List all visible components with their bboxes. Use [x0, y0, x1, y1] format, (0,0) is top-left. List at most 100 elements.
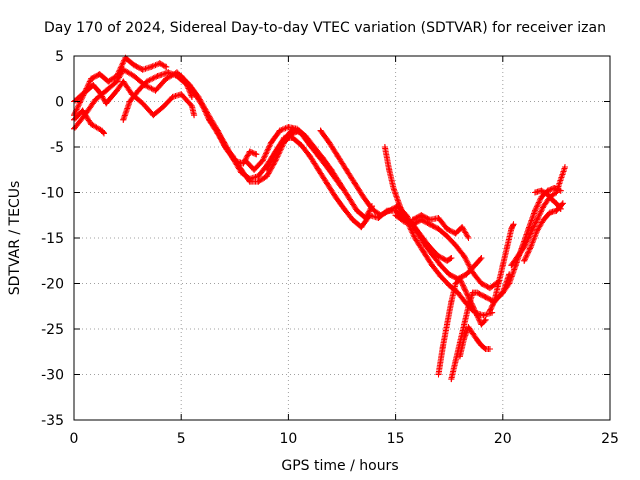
data-point — [461, 321, 468, 328]
data-point — [486, 307, 493, 314]
data-point — [315, 166, 322, 173]
data-point — [377, 212, 384, 219]
data-point — [557, 205, 564, 212]
x-tick-label: 0 — [70, 431, 79, 447]
data-point — [360, 194, 367, 201]
data-point — [96, 71, 103, 78]
y-tick-label: -15 — [41, 231, 64, 247]
data-point — [474, 312, 481, 319]
data-point — [317, 127, 324, 134]
data-point — [120, 66, 127, 73]
data-point — [534, 227, 541, 234]
data-point — [452, 242, 459, 249]
data-point — [439, 344, 446, 351]
data-point — [480, 312, 487, 319]
data-point — [191, 112, 198, 119]
data-point — [411, 225, 418, 232]
grid-lines — [74, 56, 610, 420]
series-arc-12 — [392, 212, 502, 292]
data-point — [113, 78, 120, 85]
data-point — [293, 125, 300, 132]
data-point — [486, 285, 493, 292]
x-tick-label: 25 — [601, 431, 619, 447]
data-point — [508, 262, 515, 269]
data-point — [351, 180, 358, 187]
data-point — [386, 166, 393, 173]
data-point — [96, 89, 103, 96]
data-point — [131, 62, 138, 69]
y-tick-label: -25 — [41, 322, 64, 338]
data-point — [268, 139, 275, 146]
y-axis-label: SDTVAR / TECUs — [7, 181, 23, 296]
data-point — [206, 116, 213, 123]
data-point — [120, 116, 127, 123]
data-point — [559, 200, 566, 207]
data-point — [178, 91, 185, 98]
data-point — [499, 289, 506, 296]
y-tick-label: 5 — [55, 49, 64, 65]
data-point — [392, 212, 399, 219]
data-point — [336, 180, 343, 187]
data-point — [113, 87, 120, 94]
data-point — [298, 142, 305, 149]
data-point — [478, 255, 485, 262]
data-point — [456, 353, 463, 360]
data-point — [390, 184, 397, 191]
data-point — [101, 130, 108, 137]
data-point — [358, 224, 365, 231]
data-point — [544, 191, 551, 198]
data-point — [495, 280, 502, 287]
data-point — [478, 280, 485, 287]
data-point — [420, 239, 427, 246]
data-point — [92, 96, 99, 103]
data-point — [126, 98, 133, 105]
data-point — [463, 271, 470, 278]
data-point — [435, 371, 442, 378]
data-point — [272, 157, 279, 164]
data-point — [246, 175, 253, 182]
data-point — [521, 257, 528, 264]
data-point — [469, 269, 476, 276]
data-point — [188, 103, 195, 110]
data-point — [150, 112, 157, 119]
data-point — [223, 145, 230, 152]
data-point — [538, 187, 545, 194]
data-point — [435, 225, 442, 232]
data-point — [79, 107, 86, 114]
data-point — [139, 66, 146, 73]
data-point — [527, 244, 534, 251]
data-point — [281, 134, 288, 141]
series-arc-21 — [531, 187, 564, 212]
x-axis-label: GPS time / hours — [281, 458, 398, 474]
data-point — [238, 169, 245, 176]
data-point — [139, 100, 146, 107]
data-point — [152, 87, 159, 94]
data-point — [285, 123, 292, 130]
y-tick-label: 0 — [55, 95, 64, 111]
data-point — [546, 209, 553, 216]
data-point — [465, 324, 472, 331]
data-point — [418, 212, 425, 219]
data-point — [491, 298, 498, 305]
data-point — [553, 200, 560, 207]
data-point — [461, 335, 468, 342]
data-point — [289, 134, 296, 141]
data-point — [165, 69, 172, 76]
series-arc-19 — [508, 164, 568, 269]
data-point — [81, 89, 88, 96]
data-point — [426, 216, 433, 223]
x-tick-label: 15 — [387, 431, 405, 447]
data-point — [409, 216, 416, 223]
data-point — [452, 230, 459, 237]
data-point — [437, 273, 444, 280]
data-point — [482, 316, 489, 323]
data-point — [521, 244, 528, 251]
data-point — [88, 75, 95, 82]
data-point — [276, 127, 283, 134]
data-point — [326, 139, 333, 146]
data-point — [195, 93, 202, 100]
data-point — [105, 78, 112, 85]
data-point — [411, 235, 418, 241]
data-point — [135, 87, 142, 94]
data-point — [386, 207, 393, 214]
